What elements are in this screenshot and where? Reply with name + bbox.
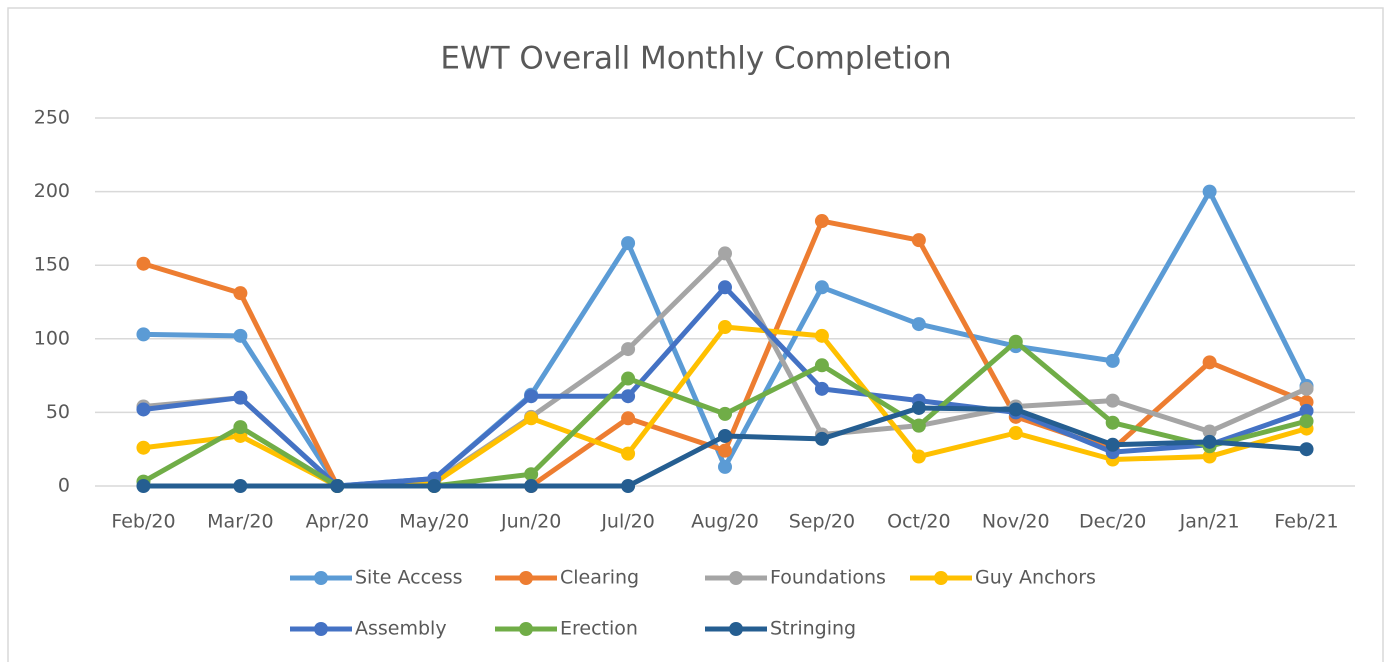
y-tick-label: 150 — [34, 254, 70, 276]
legend-label: Stringing — [770, 618, 856, 640]
data-point — [1299, 442, 1314, 457]
data-point — [911, 400, 926, 415]
data-point — [718, 280, 732, 295]
data-point — [718, 428, 732, 443]
x-tick-label: Oct/20 — [887, 511, 950, 533]
data-point — [814, 280, 829, 295]
data-point — [1202, 424, 1217, 439]
data-point — [621, 371, 636, 386]
data-point — [136, 327, 151, 342]
legend-marker — [729, 571, 743, 585]
data-point — [814, 358, 829, 373]
data-point — [1299, 403, 1314, 418]
data-point — [233, 420, 248, 435]
data-point — [136, 256, 151, 271]
data-point — [524, 479, 539, 493]
data-point — [233, 286, 248, 301]
x-tick-label: Jan/21 — [1179, 511, 1240, 533]
legend-marker — [519, 571, 533, 585]
x-tick-label: Nov/20 — [982, 511, 1050, 533]
legend-marker — [314, 571, 328, 585]
data-point — [330, 479, 345, 493]
legend-label: Erection — [560, 618, 638, 640]
y-tick-label: 50 — [46, 401, 70, 423]
legend-label: Assembly — [355, 618, 447, 640]
data-point — [233, 328, 248, 343]
x-tick-label: Aug/20 — [691, 511, 759, 533]
legend-marker — [729, 622, 743, 636]
data-point — [814, 214, 829, 229]
data-point — [524, 389, 539, 404]
legend-label: Foundations — [770, 567, 886, 589]
legend-label: Guy Anchors — [975, 567, 1096, 589]
data-point — [524, 411, 539, 426]
legend-marker — [519, 622, 533, 636]
data-point — [1299, 381, 1314, 396]
data-point — [1202, 184, 1217, 199]
legend-label: Clearing — [560, 567, 639, 589]
data-point — [1202, 449, 1217, 464]
chart-title: EWT Overall Monthly Completion — [440, 41, 951, 77]
data-point — [718, 443, 732, 458]
data-point — [1008, 426, 1023, 441]
data-point — [911, 418, 926, 433]
x-tick-label: Jun/20 — [500, 511, 561, 533]
x-tick-label: Feb/20 — [111, 511, 175, 533]
data-point — [621, 479, 636, 493]
x-tick-label: Apr/20 — [306, 511, 369, 533]
data-point — [718, 246, 732, 261]
data-point — [1008, 402, 1023, 417]
data-point — [136, 440, 151, 455]
data-point — [136, 402, 151, 417]
data-point — [1105, 437, 1120, 452]
y-tick-label: 0 — [58, 475, 70, 497]
y-tick-label: 250 — [34, 107, 70, 129]
y-tick-label: 100 — [34, 327, 70, 349]
legend-marker — [934, 571, 948, 585]
data-point — [911, 317, 926, 332]
data-point — [621, 446, 636, 461]
data-point — [814, 431, 829, 446]
data-point — [911, 233, 926, 248]
data-point — [718, 406, 732, 421]
data-point — [621, 411, 636, 426]
legend-marker — [314, 622, 328, 636]
data-point — [1105, 393, 1120, 408]
data-point — [1105, 415, 1120, 430]
data-point — [233, 479, 248, 493]
x-tick-label: Jul/20 — [600, 511, 655, 533]
data-point — [814, 328, 829, 343]
x-tick-label: May/20 — [399, 511, 469, 533]
data-point — [233, 390, 248, 405]
legend-label: Site Access — [355, 567, 463, 589]
data-point — [136, 479, 151, 493]
x-tick-label: Dec/20 — [1079, 511, 1146, 533]
data-point — [524, 467, 539, 482]
data-point — [718, 459, 732, 474]
data-point — [1008, 334, 1023, 349]
data-point — [718, 320, 732, 335]
data-point — [814, 381, 829, 396]
x-tick-label: Mar/20 — [207, 511, 273, 533]
data-point — [911, 449, 926, 464]
data-point — [621, 236, 636, 251]
data-point — [621, 342, 636, 357]
data-point — [621, 389, 636, 404]
data-point — [1202, 355, 1217, 370]
x-tick-label: Sep/20 — [789, 511, 855, 533]
data-point — [427, 479, 442, 493]
data-point — [1105, 353, 1120, 368]
data-point — [1299, 414, 1314, 429]
y-tick-label: 200 — [34, 180, 70, 202]
data-point — [1202, 434, 1217, 449]
x-tick-label: Feb/21 — [1274, 511, 1338, 533]
